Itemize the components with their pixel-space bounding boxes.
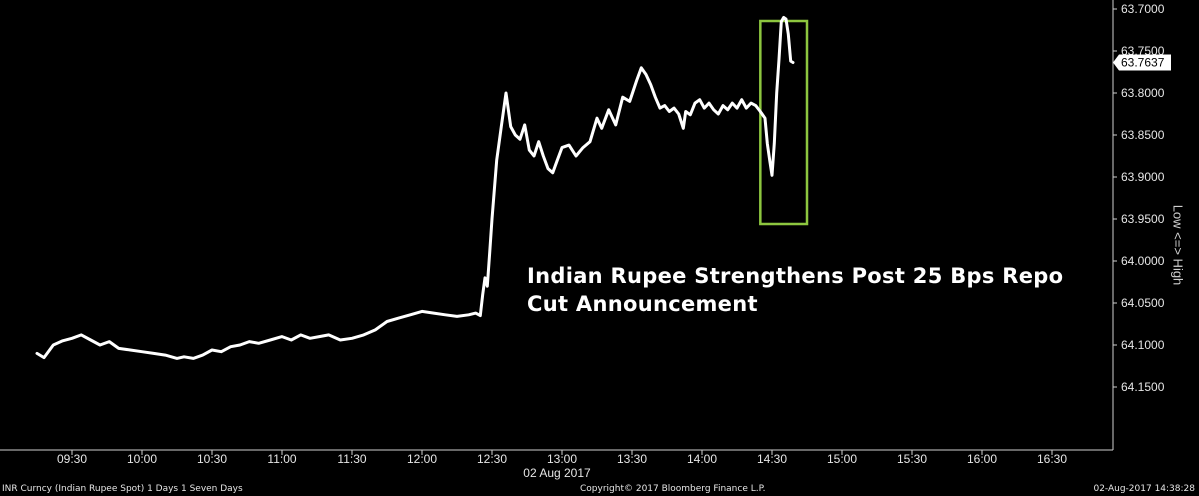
x-tick-label: 15:30 [897, 452, 927, 466]
x-tick-label: 16:30 [1037, 452, 1067, 466]
axis-direction-note: Low <=> High [1168, 190, 1188, 300]
x-tick-label: 16:00 [967, 452, 997, 466]
y-tick-label: 63.7500 [1121, 44, 1165, 58]
chart-annotation: Indian Rupee Strengthens Post 25 Bps Rep… [527, 264, 1064, 316]
last-value-box [1113, 54, 1171, 71]
plot-area [0, 0, 1114, 451]
y-tick-label: 63.8000 [1121, 86, 1165, 100]
last-value-tag: 63.7637 [1113, 54, 1171, 71]
x-tick-label: 12:30 [477, 452, 507, 466]
x-tick-label: 10:00 [127, 452, 157, 466]
x-tick-label: 14:30 [757, 452, 787, 466]
highlight-box [759, 19, 809, 226]
last-value-label: 63.7637 [1121, 56, 1165, 70]
footer-security-label: INR Curncy (Indian Rupee Spot) 1 Days 1 … [2, 484, 243, 494]
x-tick-label: 13:30 [617, 452, 647, 466]
y-tick-label: 64.1000 [1121, 338, 1165, 352]
footer-timestamp: 02-Aug-2017 14:38:28 [1093, 484, 1195, 494]
footer-copyright: Copyright© 2017 Bloomberg Finance L.P. [580, 484, 766, 494]
x-tick-label: 13:00 [547, 452, 577, 466]
y-tick-label: 63.7000 [1121, 2, 1165, 16]
y-tick-label: 63.8500 [1121, 128, 1165, 142]
axis-direction-text: Low <=> High [1170, 204, 1186, 286]
x-axis-date-label: 02 Aug 2017 [523, 466, 591, 480]
x-tick-label: 12:00 [407, 452, 437, 466]
y-tick-label: 64.1500 [1121, 380, 1165, 394]
x-tick-label: 09:30 [57, 452, 87, 466]
x-axis-ticks: 09:30 10:00 10:30 11:00 11:30 12:00 12:30 13:00… [57, 450, 1067, 466]
y-tick-label: 64.0500 [1121, 296, 1165, 310]
y-tick-label: 64.0000 [1121, 254, 1165, 268]
x-tick-label: 15:00 [827, 452, 857, 466]
series-line [35, 15, 795, 360]
x-tick-label: 14:00 [687, 452, 717, 466]
y-axis-ticks: 63.7000 63.7500 63.8000 63.8500 63.9000 63.95… [1113, 2, 1165, 394]
x-tick-label: 10:30 [197, 452, 227, 466]
x-tick-label: 11:30 [337, 452, 366, 466]
y-tick-label: 63.9000 [1121, 170, 1165, 184]
x-tick-label: 11:00 [267, 452, 296, 466]
y-tick-label: 63.9500 [1121, 212, 1165, 226]
